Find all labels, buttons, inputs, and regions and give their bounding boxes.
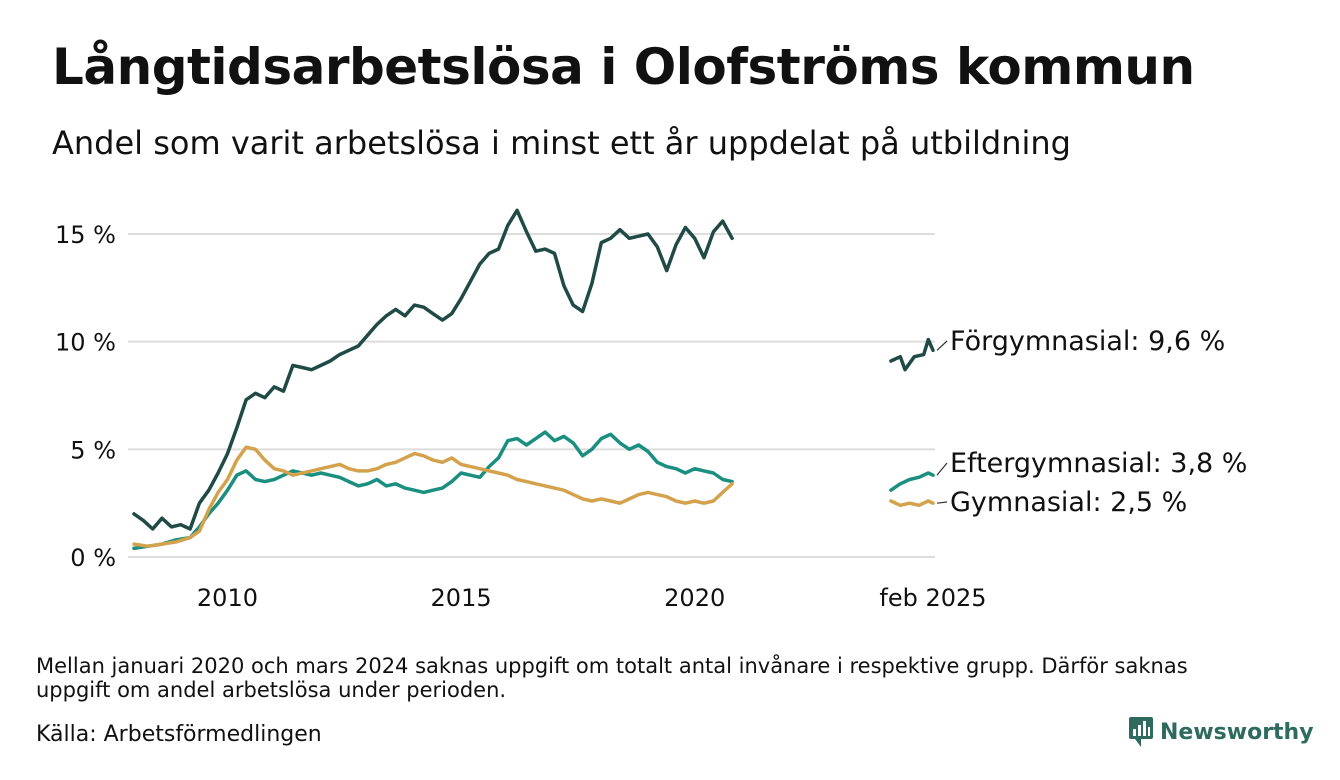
series-end-labels: Förgymnasial: 9,6 % Eftergymnasial: 3,8 %… [936, 326, 1247, 518]
y-tick-label: 0 % [70, 544, 116, 572]
label-leader-line [936, 501, 948, 504]
series-line-eftergymnasial [132, 430, 734, 551]
series-line-förgymnasial [132, 208, 734, 531]
page-title: Långtidsarbetslösa i Olofströms kommun [52, 38, 1195, 96]
brand-name: Newsworthy [1160, 719, 1314, 745]
x-tick-label: feb 2025 [879, 584, 986, 612]
page-subtitle: Andel som varit arbetslösa i minst ett å… [52, 124, 1071, 162]
x-axis-ticks: 2010 2015 2020 feb 2025 [197, 584, 987, 612]
y-tick-label: 15 % [55, 221, 116, 249]
y-tick-label: 10 % [55, 329, 116, 357]
series-line-gymnasial [889, 499, 935, 508]
line-chart: 0 % 5 % 10 % 15 % 2010 2015 2020 feb 2025 Förg… [55, 208, 1247, 612]
source-text: Källa: Arbetsförmedlingen [36, 722, 322, 747]
series-lines [132, 208, 935, 551]
series-line-eftergymnasial [889, 471, 935, 492]
series-end-label: Gymnasial: 2,5 % [950, 487, 1187, 518]
x-tick-label: 2020 [664, 584, 725, 612]
brand-logo[interactable]: Newsworthy [1128, 716, 1314, 748]
y-tick-label: 5 % [70, 436, 116, 464]
series-end-label: Eftergymnasial: 3,8 % [950, 448, 1247, 479]
footnote: Mellan januari 2020 och mars 2024 saknas… [36, 654, 1188, 702]
label-leader-line [936, 462, 948, 476]
label-leader-line [936, 340, 948, 351]
x-tick-label: 2015 [431, 584, 492, 612]
grid-lines [128, 233, 935, 558]
series-end-label: Förgymnasial: 9,6 % [950, 326, 1225, 357]
series-line-förgymnasial [889, 337, 935, 372]
y-axis-ticks: 0 % 5 % 10 % 15 % [55, 221, 116, 572]
newsworthy-logo-icon [1129, 717, 1153, 747]
x-tick-label: 2010 [197, 584, 258, 612]
series-line-gymnasial [132, 445, 734, 548]
